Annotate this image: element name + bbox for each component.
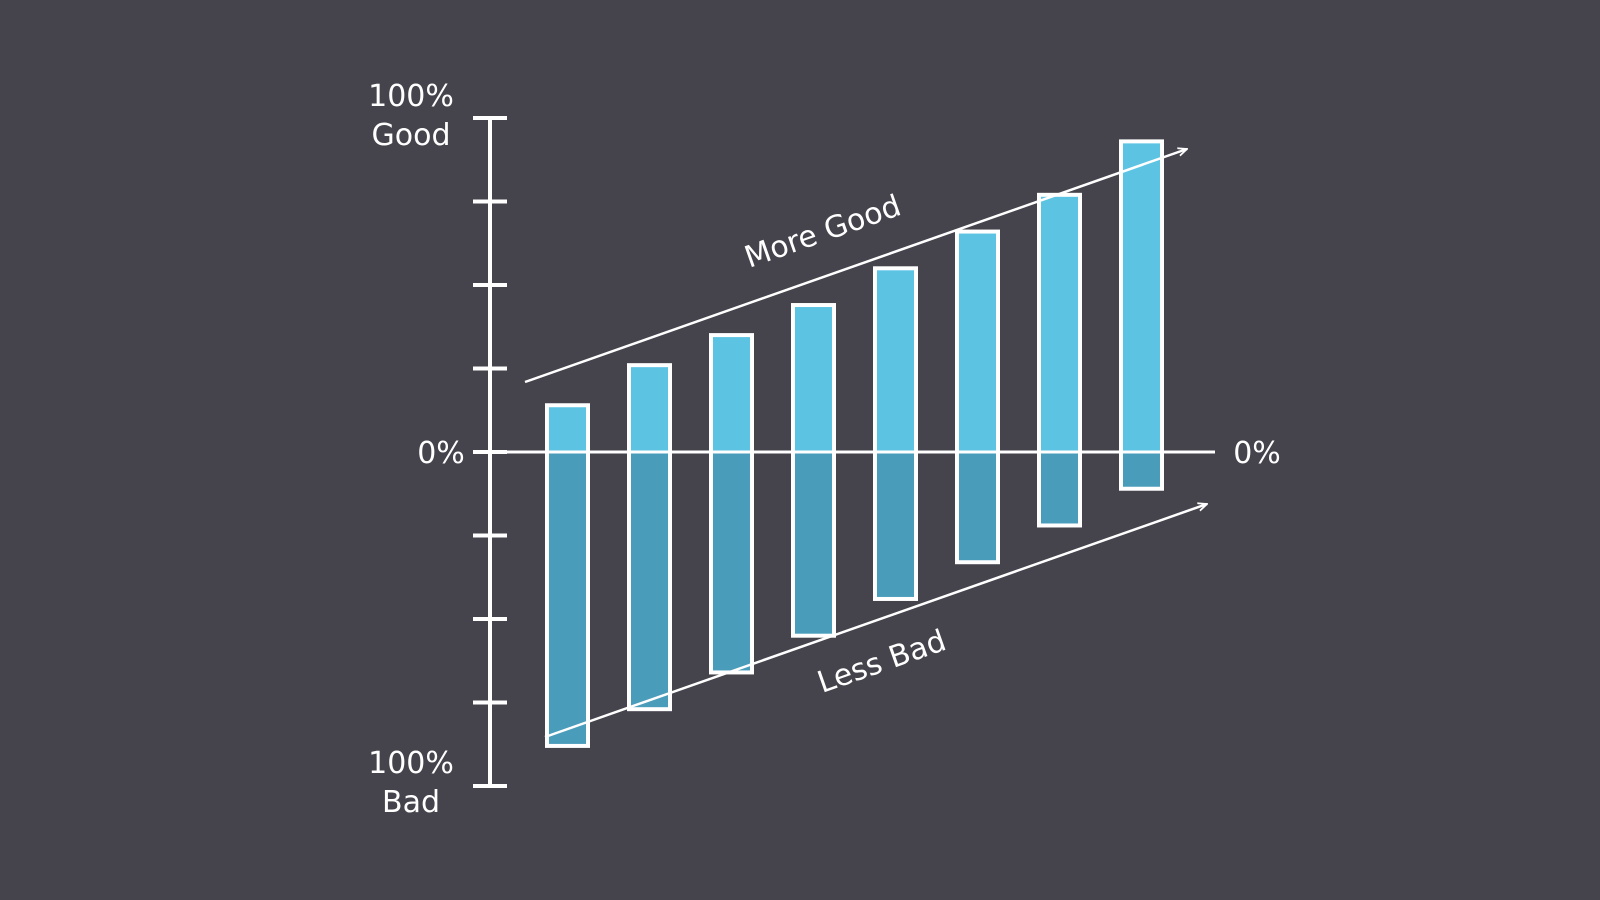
y-zero-label: 0% bbox=[417, 436, 465, 471]
bar bbox=[709, 333, 754, 675]
bar bbox=[545, 403, 590, 748]
bar-good-segment bbox=[711, 335, 752, 452]
right-zero-label: 0% bbox=[1233, 436, 1281, 471]
bar-good-segment bbox=[547, 405, 588, 452]
bar-good-segment bbox=[957, 231, 998, 452]
bar-bad-segment bbox=[711, 452, 752, 673]
bar-bad-segment bbox=[629, 452, 670, 710]
y-top-label-good: Good bbox=[372, 118, 451, 153]
y-bottom-label-percent: 100% bbox=[368, 746, 454, 781]
bar-outline bbox=[545, 403, 590, 748]
bar bbox=[1119, 139, 1164, 491]
annotation-more-good: More Good bbox=[740, 188, 905, 275]
bar-outline bbox=[627, 363, 672, 712]
bar-bad-segment bbox=[875, 452, 916, 599]
upper-trend-arrow bbox=[524, 149, 1187, 384]
bar-bad-segment bbox=[1121, 452, 1162, 489]
bar-outline bbox=[873, 266, 918, 601]
bar-good-segment bbox=[875, 268, 916, 452]
y-bottom-label-bad: Bad bbox=[382, 785, 440, 820]
bar-bad-segment bbox=[793, 452, 834, 636]
bar-good-segment bbox=[793, 305, 834, 452]
bar-good-segment bbox=[629, 365, 670, 452]
bar-outline bbox=[955, 229, 1000, 565]
lower-trend-arrow bbox=[544, 504, 1207, 739]
bar-outline bbox=[1119, 139, 1164, 491]
y-top-label-percent: 100% bbox=[368, 79, 454, 114]
bar-bad-segment bbox=[1039, 452, 1080, 526]
bars-group bbox=[545, 139, 1164, 748]
bar-good-segment bbox=[1121, 141, 1162, 452]
bar bbox=[1037, 192, 1082, 528]
bar-good-segment bbox=[1039, 194, 1080, 452]
bar-bad-segment bbox=[547, 452, 588, 746]
bar bbox=[791, 303, 836, 638]
bar-outline bbox=[791, 303, 836, 638]
y-axis-ticks bbox=[473, 116, 507, 788]
bar bbox=[955, 229, 1000, 565]
bar bbox=[627, 363, 672, 712]
bar bbox=[873, 266, 918, 601]
bar-bad-segment bbox=[957, 452, 998, 563]
